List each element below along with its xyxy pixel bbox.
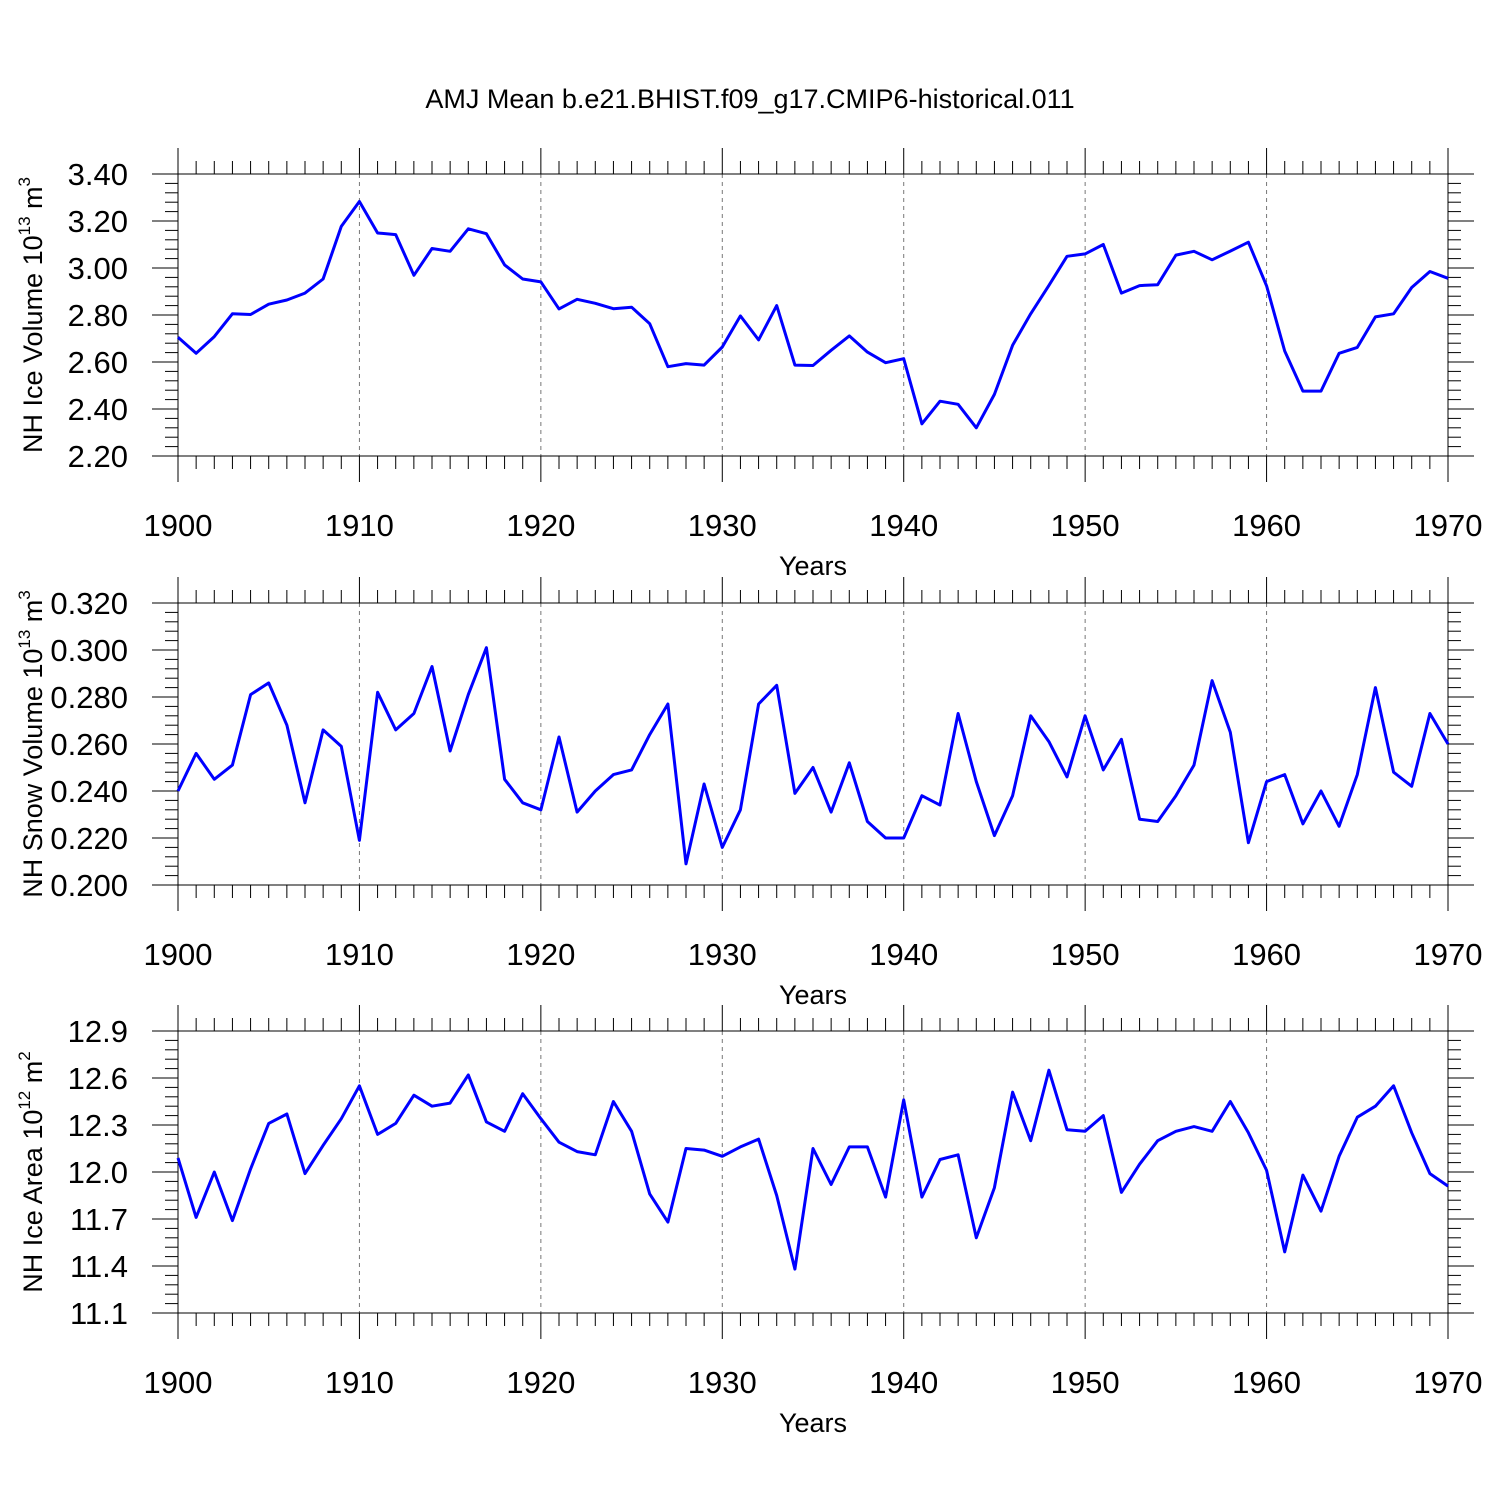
y-tick-label: 3.20 [68,204,128,239]
y-tick-label: 2.20 [68,439,128,474]
x-tick-label: 1930 [688,1365,757,1400]
y-tick-label: 11.7 [70,1202,128,1237]
chart-title: AMJ Mean b.e21.BHIST.f09_g17.CMIP6-histo… [425,84,1075,114]
plot-frame [177,173,1449,457]
y-tick-label: 12.6 [68,1061,128,1096]
y-tick-label: 0.280 [50,680,128,715]
x-tick-label: 1950 [1051,937,1120,972]
y-tick-label: 0.220 [50,821,128,856]
x-tick-label: 1940 [869,508,938,543]
y-tick-label: 11.1 [70,1296,128,1331]
y-tick-label: 12.0 [68,1155,128,1190]
x-tick-label: 1970 [1414,937,1483,972]
y-tick-label: 2.80 [68,298,128,333]
y-tick-label: 3.00 [68,251,128,286]
y-tick-label: 11.4 [70,1249,128,1284]
series-line [177,200,1449,430]
x-tick-label: 1940 [869,1365,938,1400]
x-tick-label: 1940 [869,937,938,972]
x-tick-label: 1970 [1414,508,1483,543]
y-axis-label: NH Ice Area 1012 m2 [15,1051,48,1292]
y-tick-label: 0.320 [50,586,128,621]
x-tick-label: 1960 [1232,508,1301,543]
x-tick-label: 1900 [144,937,213,972]
y-tick-label: 0.300 [50,633,128,668]
y-tick-label: 2.40 [68,392,128,427]
x-tick-label: 1930 [688,937,757,972]
x-tick-label: 1900 [144,1365,213,1400]
y-tick-label: 12.3 [68,1108,128,1143]
panel-ice-area: 11.1 11.4 11.7 12.0 12.3 12.6 12.9 1900 1910 1920… [15,1005,1482,1438]
y-tick-label: 0.240 [50,774,128,809]
x-tick-label: 1920 [506,1365,575,1400]
x-axis-label: Years [779,1408,847,1438]
x-tick-label: 1900 [144,508,213,543]
series-line [176,1068,1449,1271]
x-tick-label: 1960 [1232,1365,1301,1400]
x-tick-label: 1910 [325,508,394,543]
x-tick-label: 1950 [1051,508,1120,543]
y-tick-label: 12.9 [68,1014,128,1049]
x-tick-label: 1920 [506,508,575,543]
y-tick-label: 2.60 [68,345,128,380]
y-axis-label: NH Snow Volume 1013 m3 [15,590,48,898]
x-tick-label: 1920 [506,937,575,972]
x-tick-label: 1910 [325,937,394,972]
x-axis-label: Years [779,551,847,581]
x-tick-label: 1950 [1051,1365,1120,1400]
x-tick-label: 1970 [1414,1365,1483,1400]
plot-frame [177,602,1449,886]
series-line [176,646,1450,866]
x-tick-label: 1930 [688,508,757,543]
plot-frame [177,1030,1449,1314]
x-tick-label: 1960 [1232,937,1301,972]
panel-snow-volume: 0.200 0.220 0.240 0.260 0.280 0.300 0.320 1900 1… [15,577,1482,1010]
y-tick-label: 3.40 [68,157,128,192]
y-axis-label: NH Ice Volume 1013 m3 [15,177,48,453]
y-tick-label: 0.260 [50,727,128,762]
x-tick-label: 1910 [325,1365,394,1400]
y-tick-label: 0.200 [50,868,128,903]
panel-ice-volume: 2.20 2.40 2.60 2.80 3.00 3.20 3.40 1900 1910 1920… [15,148,1482,581]
x-axis-label: Years [779,980,847,1010]
